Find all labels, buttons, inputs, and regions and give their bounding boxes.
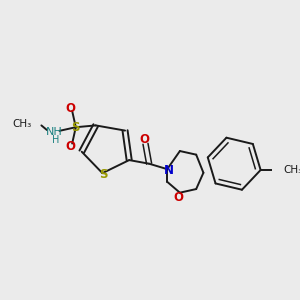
Text: S: S bbox=[71, 121, 80, 134]
Text: O: O bbox=[65, 102, 75, 115]
Text: CH₃: CH₃ bbox=[12, 118, 32, 129]
Text: CH₃: CH₃ bbox=[283, 165, 300, 175]
Text: O: O bbox=[65, 140, 75, 153]
Text: H: H bbox=[52, 135, 60, 145]
Text: NH: NH bbox=[46, 127, 62, 137]
Text: O: O bbox=[173, 191, 183, 204]
Text: N: N bbox=[164, 164, 174, 176]
Text: O: O bbox=[140, 133, 150, 146]
Text: S: S bbox=[99, 169, 108, 182]
